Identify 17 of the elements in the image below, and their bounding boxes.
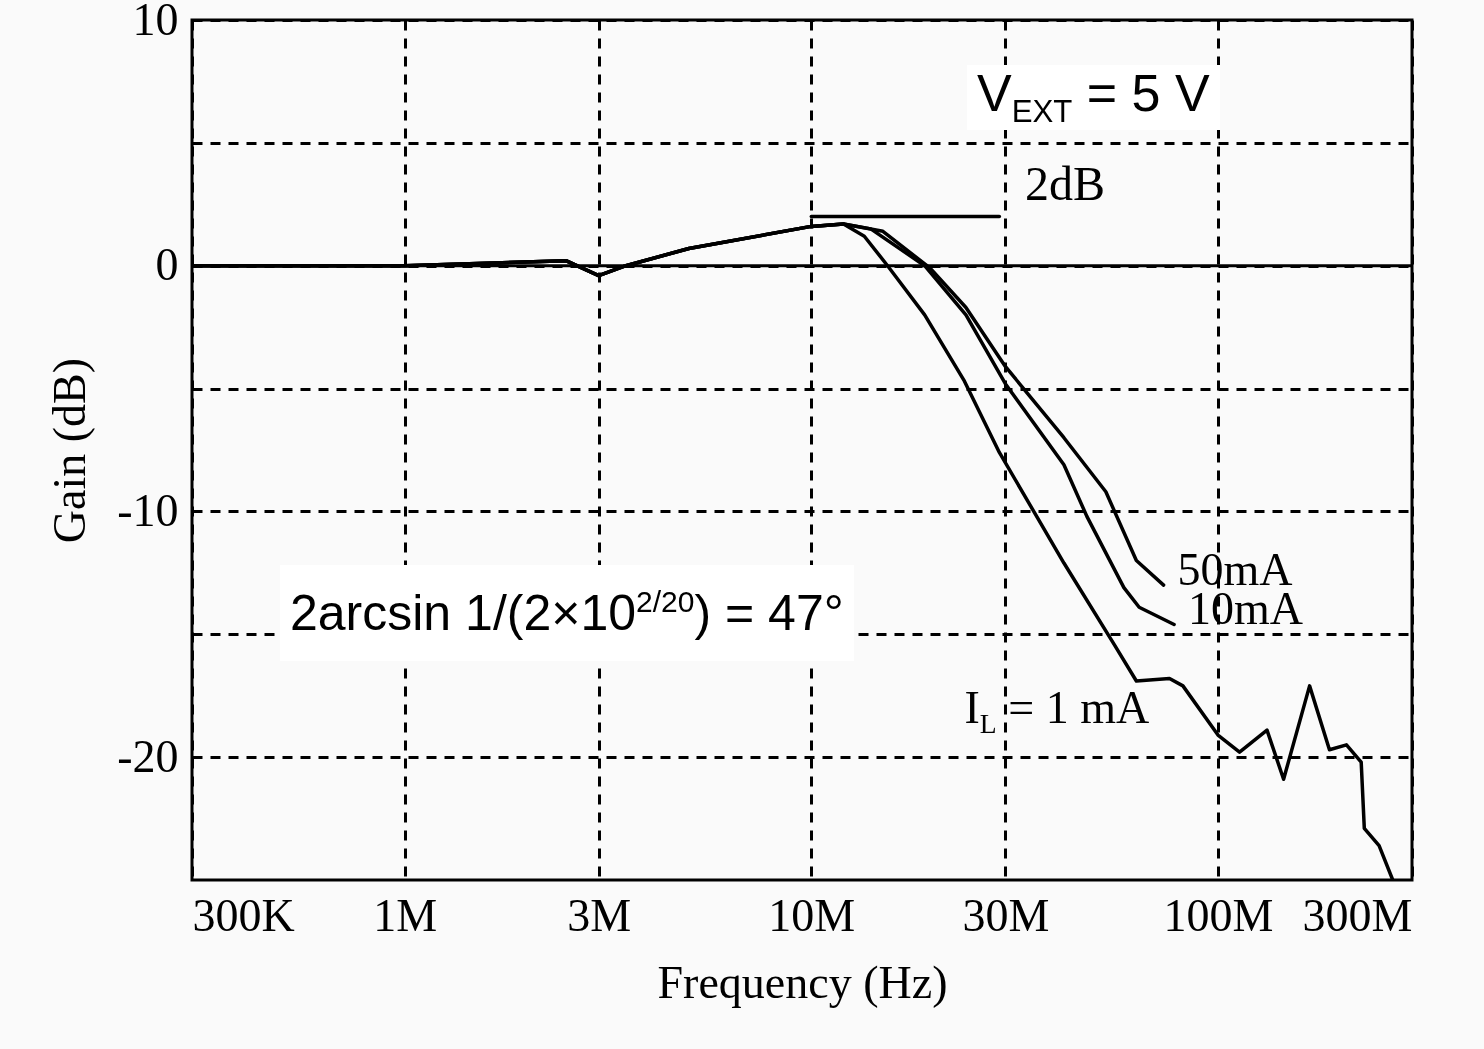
y-axis-title: Gain (dB): [44, 357, 96, 544]
annotation: V$_{EXT}$ = 5 V: [967, 64, 1220, 130]
y-tick-label: -10: [117, 484, 179, 536]
y-tick-label: 10: [132, 0, 179, 45]
x-tick-label: 30M: [962, 889, 1050, 941]
y-tick-label: -20: [117, 730, 179, 782]
annotation: 2arcsin 1/(2×10$^{2/20}$) = 47°: [280, 565, 854, 661]
annotation: 2dB: [1025, 157, 1106, 211]
x-tick-label: 300M: [1302, 889, 1413, 941]
y-tick-label: 0: [155, 239, 179, 291]
x-tick-label: 10M: [768, 889, 856, 941]
x-tick-label: 1M: [373, 889, 438, 941]
x-axis-title: Frequency (Hz): [657, 956, 948, 1008]
x-tick-label: 100M: [1163, 889, 1274, 941]
series-label: I$_{L}$ = 1 mA: [964, 681, 1150, 740]
x-tick-label: 3M: [567, 889, 632, 941]
x-tick-label: 300K: [192, 889, 295, 941]
